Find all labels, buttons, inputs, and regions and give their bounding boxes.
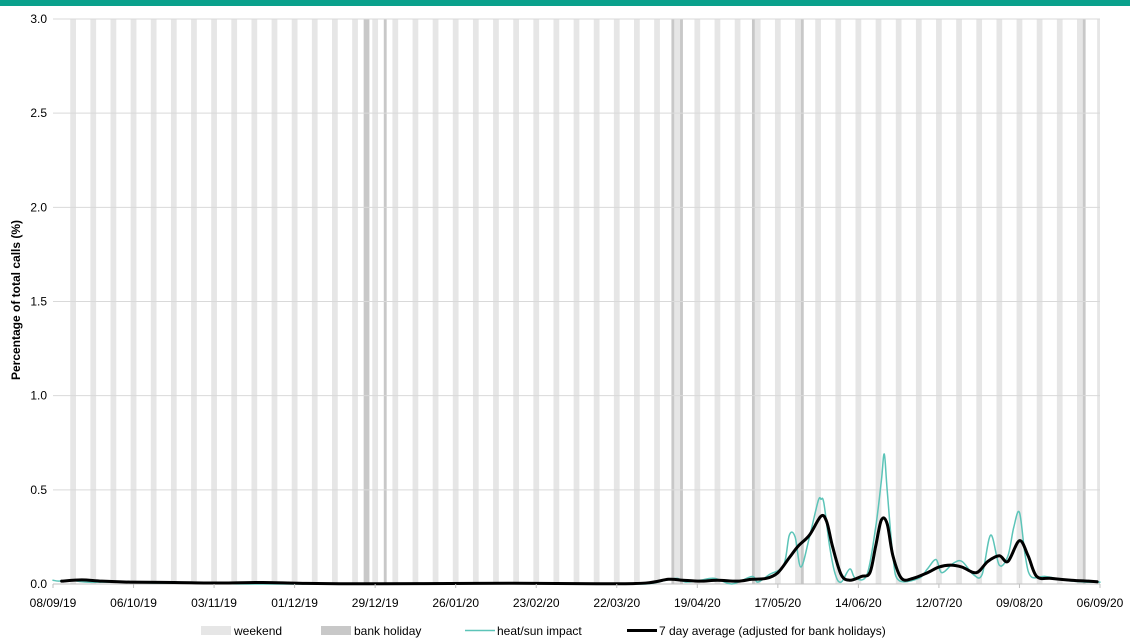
y-tick-label: 1.0 [30, 389, 47, 403]
x-tick-label: 06/10/19 [110, 596, 157, 610]
x-tick-label: 17/05/20 [754, 596, 801, 610]
x-tick-label: 03/11/19 [191, 596, 237, 610]
legend-weekend-label: weekend [233, 624, 282, 638]
x-tick-label: 08/09/19 [30, 596, 77, 610]
y-tick-label: 0.5 [30, 483, 47, 497]
legend-weekend-swatch [201, 626, 231, 635]
x-tick-label: 01/12/19 [271, 596, 318, 610]
series [52, 453, 1101, 586]
x-tick-label: 23/02/20 [513, 596, 560, 610]
x-tick-label: 14/06/20 [835, 596, 882, 610]
y-tick-label: 2.5 [30, 106, 47, 120]
x-tick-label: 19/04/20 [674, 596, 721, 610]
top-accent-bar [0, 0, 1130, 6]
legend-bank-holiday-label: bank holiday [354, 624, 421, 638]
gridlines [53, 18, 1100, 491]
series-7-day-average-line [60, 513, 1099, 586]
x-tick-label: 09/08/20 [996, 596, 1043, 610]
legend-bank-holiday-swatch [321, 626, 351, 635]
legend-avg-label: 7 day average (adjusted for bank holiday… [659, 624, 886, 638]
x-tick-label: 26/01/20 [432, 596, 479, 610]
y-tick-label: 1.5 [30, 295, 47, 309]
legend-heat-label: heat/sun impact [497, 624, 582, 638]
y-axis-label: Percentage of total calls (%) [9, 220, 23, 380]
y-tick-label: 3.0 [30, 12, 47, 26]
y-tick-labels: 0.0 0.5 1.0 1.5 2.0 2.5 3.0 [30, 12, 47, 591]
x-tick-label: 12/07/20 [916, 596, 963, 610]
y-tick-label: 2.0 [30, 200, 47, 214]
legend: weekend bank holiday heat/sun impact 7 d… [201, 624, 886, 638]
x-tick-label: 06/09/20 [1077, 596, 1124, 610]
x-tick-label: 29/12/19 [352, 596, 399, 610]
x-tick-labels: 08/09/19 06/10/19 03/11/19 01/12/19 29/12/19… [30, 584, 1124, 610]
y-tick-label: 0.0 [30, 577, 47, 591]
x-tick-label: 22/03/20 [593, 596, 640, 610]
